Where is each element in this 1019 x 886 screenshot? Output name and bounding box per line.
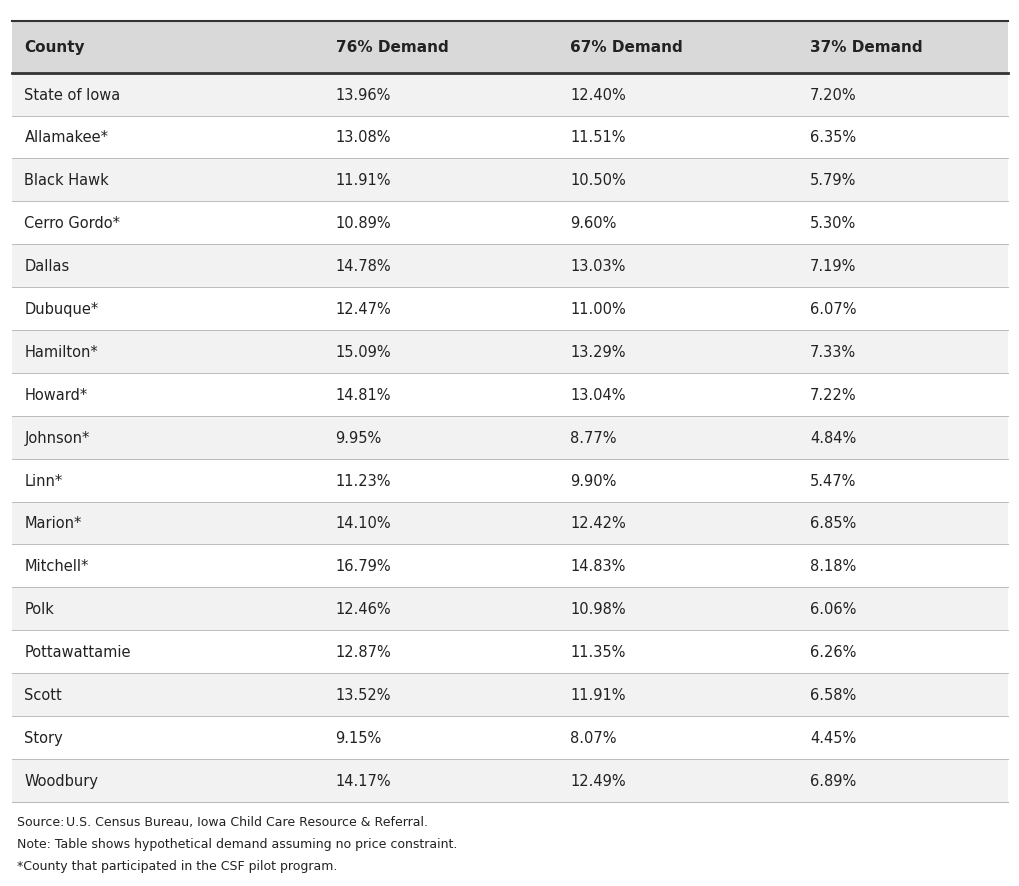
Text: 37% Demand: 37% Demand [809, 41, 921, 55]
Text: 6.89%: 6.89% [809, 773, 855, 788]
Bar [12, 116, 1007, 159]
Text: Mitchell*: Mitchell* [24, 559, 89, 574]
Bar [12, 288, 1007, 330]
Text: 13.03%: 13.03% [570, 259, 625, 274]
Text: Woodbury: Woodbury [24, 773, 99, 788]
Text: 8.18%: 8.18% [809, 559, 855, 574]
Text: Pottawattamie: Pottawattamie [24, 644, 130, 659]
Text: 6.07%: 6.07% [809, 301, 856, 316]
Text: 13.96%: 13.96% [335, 88, 390, 103]
Text: Story: Story [24, 730, 63, 745]
Bar [12, 22, 1007, 74]
Bar [12, 330, 1007, 373]
Text: 6.58%: 6.58% [809, 688, 855, 703]
Text: County: County [24, 41, 85, 55]
Text: 4.84%: 4.84% [809, 431, 855, 445]
Bar [12, 416, 1007, 459]
Text: 14.17%: 14.17% [335, 773, 391, 788]
Text: 9.60%: 9.60% [570, 216, 615, 231]
Bar [12, 202, 1007, 245]
Text: 9.95%: 9.95% [335, 431, 381, 445]
Text: 7.33%: 7.33% [809, 345, 855, 360]
Text: Note: Table shows hypothetical demand assuming no price constraint.: Note: Table shows hypothetical demand as… [17, 837, 458, 851]
Bar [12, 545, 1007, 587]
Text: Johnson*: Johnson* [24, 431, 90, 445]
Text: *County that participated in the CSF pilot program.: *County that participated in the CSF pil… [17, 859, 337, 873]
Text: 13.04%: 13.04% [570, 387, 625, 402]
Text: 14.10%: 14.10% [335, 516, 391, 531]
Text: 67% Demand: 67% Demand [570, 41, 683, 55]
Text: State of Iowa: State of Iowa [24, 88, 120, 103]
Text: 12.87%: 12.87% [335, 644, 391, 659]
Bar [12, 459, 1007, 502]
Text: 10.50%: 10.50% [570, 173, 626, 188]
Text: Cerro Gordo*: Cerro Gordo* [24, 216, 120, 231]
Text: 12.49%: 12.49% [570, 773, 626, 788]
Text: Howard*: Howard* [24, 387, 88, 402]
Bar [12, 587, 1007, 631]
Text: 5.30%: 5.30% [809, 216, 855, 231]
Bar [12, 631, 1007, 673]
Text: 15.09%: 15.09% [335, 345, 391, 360]
Text: 76% Demand: 76% Demand [335, 41, 448, 55]
Text: 8.07%: 8.07% [570, 730, 616, 745]
Bar [12, 716, 1007, 759]
Text: 13.52%: 13.52% [335, 688, 390, 703]
Text: 6.06%: 6.06% [809, 602, 855, 617]
Text: 13.29%: 13.29% [570, 345, 625, 360]
Text: 11.35%: 11.35% [570, 644, 625, 659]
Text: 14.78%: 14.78% [335, 259, 391, 274]
Text: 14.81%: 14.81% [335, 387, 390, 402]
Bar [12, 673, 1007, 716]
Text: 16.79%: 16.79% [335, 559, 391, 574]
Bar [12, 759, 1007, 802]
Text: 12.46%: 12.46% [335, 602, 391, 617]
Text: 12.42%: 12.42% [570, 516, 626, 531]
Text: 14.83%: 14.83% [570, 559, 625, 574]
Text: 5.47%: 5.47% [809, 473, 855, 488]
Text: 11.23%: 11.23% [335, 473, 390, 488]
Text: Linn*: Linn* [24, 473, 63, 488]
Text: 7.20%: 7.20% [809, 88, 856, 103]
Text: 6.35%: 6.35% [809, 130, 855, 145]
Bar [12, 373, 1007, 416]
Text: Marion*: Marion* [24, 516, 82, 531]
Text: Dallas: Dallas [24, 259, 69, 274]
Text: 4.45%: 4.45% [809, 730, 855, 745]
Text: Source:: Source: [17, 815, 68, 828]
Text: Hamilton*: Hamilton* [24, 345, 98, 360]
Bar [12, 245, 1007, 288]
Text: Allamakee*: Allamakee* [24, 130, 108, 145]
Text: 11.91%: 11.91% [570, 688, 625, 703]
Text: 9.15%: 9.15% [335, 730, 381, 745]
Bar [12, 74, 1007, 116]
Text: Scott: Scott [24, 688, 62, 703]
Text: 6.85%: 6.85% [809, 516, 855, 531]
Text: Dubuque*: Dubuque* [24, 301, 99, 316]
Text: 11.00%: 11.00% [570, 301, 626, 316]
Text: Polk: Polk [24, 602, 54, 617]
Text: 11.91%: 11.91% [335, 173, 390, 188]
Text: 9.90%: 9.90% [570, 473, 615, 488]
Text: 7.19%: 7.19% [809, 259, 855, 274]
Text: 11.51%: 11.51% [570, 130, 625, 145]
Text: 10.98%: 10.98% [570, 602, 626, 617]
Text: 12.40%: 12.40% [570, 88, 626, 103]
Text: 13.08%: 13.08% [335, 130, 390, 145]
Text: 10.89%: 10.89% [335, 216, 391, 231]
Bar [12, 502, 1007, 545]
Text: 6.26%: 6.26% [809, 644, 855, 659]
Text: 7.22%: 7.22% [809, 387, 856, 402]
Bar [12, 159, 1007, 202]
Text: 5.79%: 5.79% [809, 173, 855, 188]
Text: Black Hawk: Black Hawk [24, 173, 109, 188]
Text: 12.47%: 12.47% [335, 301, 391, 316]
Text: U.S. Census Bureau, Iowa Child Care Resource & Referral.: U.S. Census Bureau, Iowa Child Care Reso… [66, 815, 428, 828]
Text: 8.77%: 8.77% [570, 431, 616, 445]
